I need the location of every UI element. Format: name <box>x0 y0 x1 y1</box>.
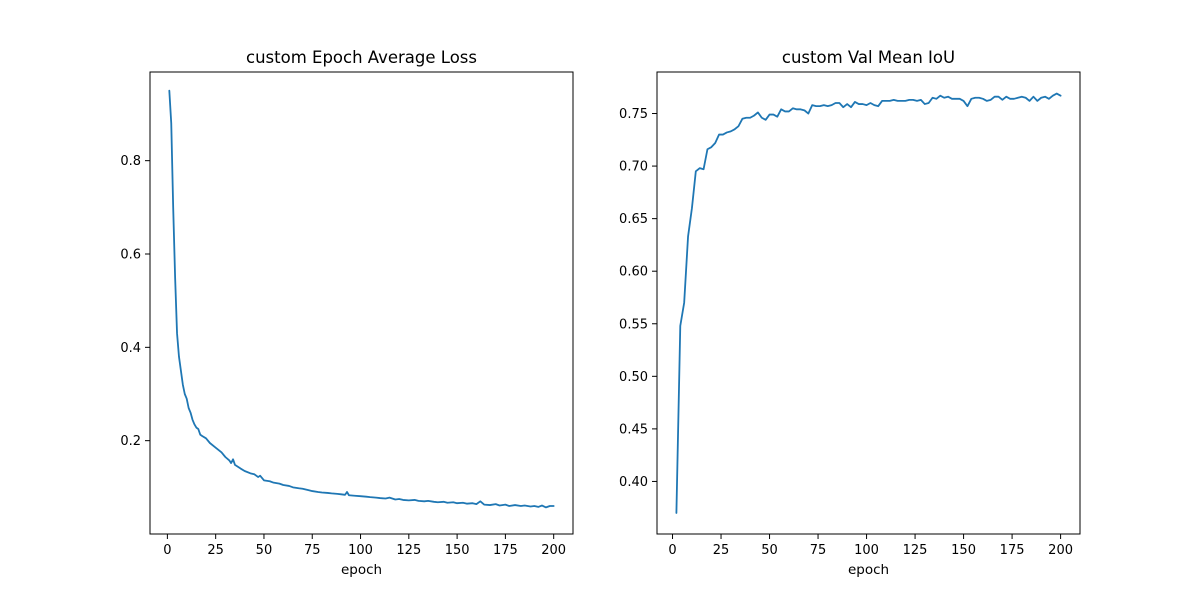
y-tick-label: 0.4 <box>120 341 141 356</box>
x-tick-label: 150 <box>445 543 470 558</box>
x-tick-label: 150 <box>951 543 976 558</box>
y-tick-label: 0.60 <box>619 265 648 280</box>
y-tick-label: 0.65 <box>619 212 648 227</box>
y-tick-label: 0.45 <box>619 422 648 437</box>
chart-1: custom Epoch Average Loss 0 25 50 75 100 125 15… <box>120 48 574 578</box>
x-tick-label: 75 <box>810 543 827 558</box>
chart-title: custom Val Mean IoU <box>782 48 955 67</box>
x-tick-label: 25 <box>207 543 224 558</box>
series-line <box>168 89 555 509</box>
x-tick-label: 125 <box>396 543 421 558</box>
x-tick-label: 100 <box>854 543 879 558</box>
y-tick-label: 0.55 <box>619 317 648 332</box>
y-tick-label: 0.40 <box>619 475 648 490</box>
chart-2: custom Val Mean IoU 0 25 50 75 100 125 150 175 20… <box>619 48 1081 578</box>
x-tick-label: 175 <box>1000 543 1025 558</box>
chart-title: custom Epoch Average Loss <box>246 48 477 67</box>
x-tick-label: 200 <box>541 543 566 558</box>
x-tick-label: 175 <box>493 543 518 558</box>
plot-frame <box>656 71 1081 535</box>
y-tick-label: 0.70 <box>619 160 648 175</box>
x-tick-label: 50 <box>761 543 778 558</box>
x-tick-label: 50 <box>256 543 273 558</box>
x-tick-label: 0 <box>668 543 676 558</box>
x-axis-label: epoch <box>341 562 382 578</box>
plot-frame <box>149 71 574 535</box>
series-line <box>675 92 1062 514</box>
y-tick-label: 0.8 <box>120 154 141 169</box>
x-tick-label: 75 <box>304 543 321 558</box>
x-tick-label: 25 <box>713 543 730 558</box>
x-axis-label: epoch <box>848 562 889 578</box>
y-tick-label: 0.75 <box>619 107 648 122</box>
y-tick-label: 0.2 <box>120 434 141 449</box>
y-tick-label: 0.50 <box>619 370 648 385</box>
x-tick-label: 200 <box>1048 543 1073 558</box>
y-tick-label: 0.6 <box>120 248 141 263</box>
x-tick-label: 100 <box>348 543 373 558</box>
x-tick-label: 0 <box>163 543 171 558</box>
x-tick-label: 125 <box>903 543 928 558</box>
